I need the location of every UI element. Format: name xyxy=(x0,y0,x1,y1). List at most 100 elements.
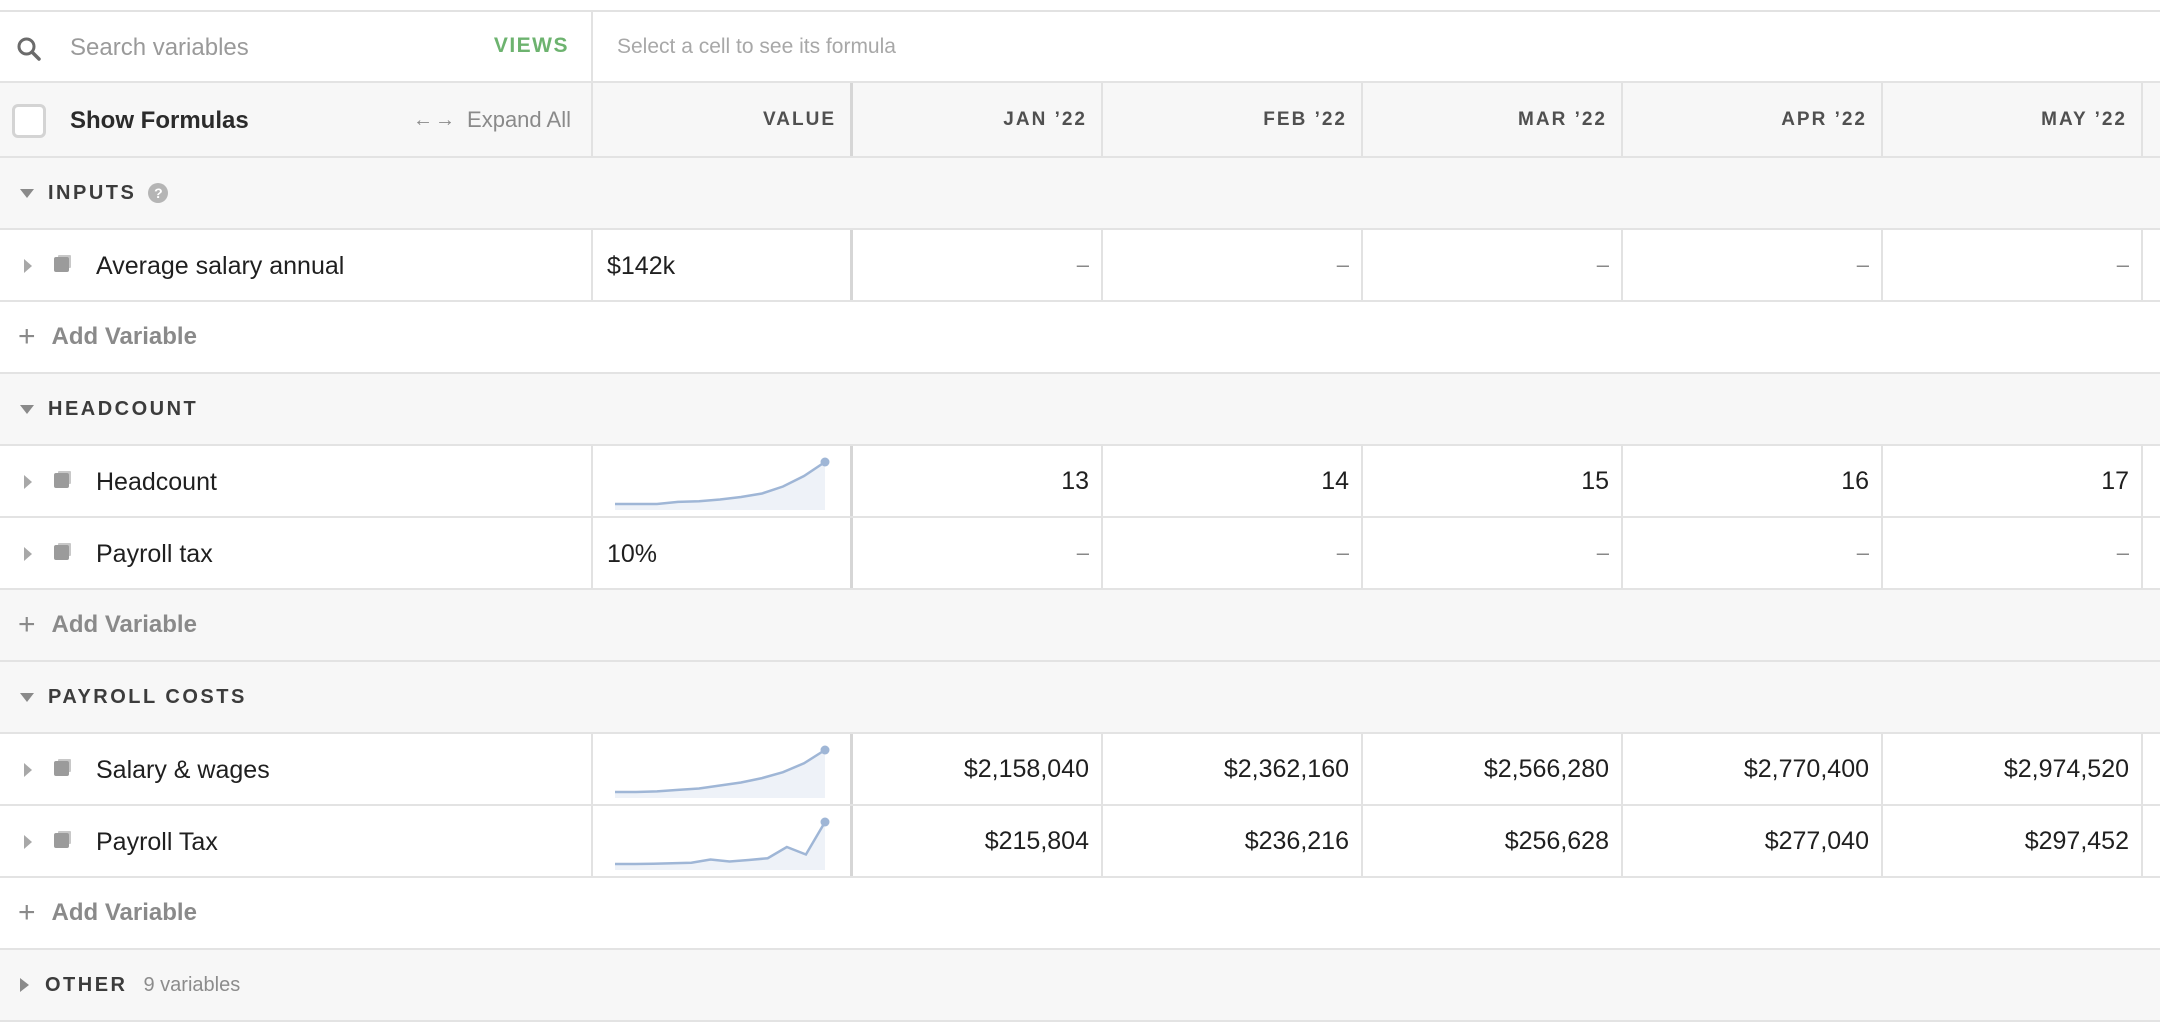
month-cell[interactable]: 16 xyxy=(1841,466,1869,495)
section-title: INPUTS xyxy=(48,181,137,204)
sparkline-line xyxy=(615,748,826,794)
formula-bar-hint: Select a cell to see its formula xyxy=(617,34,896,58)
month-cell[interactable]: 17 xyxy=(2101,466,2129,495)
month-cell[interactable]: – xyxy=(1336,252,1349,277)
section-header-headcount[interactable]: HEADCOUNT xyxy=(0,374,2160,446)
collapse-caret-icon[interactable] xyxy=(20,692,34,702)
formula-bar[interactable]: Select a cell to see its formula xyxy=(593,12,2160,81)
expand-caret-icon[interactable] xyxy=(24,763,32,777)
column-header-month[interactable]: MAY ’22 xyxy=(2041,108,2127,130)
sparkline-chart[interactable] xyxy=(615,742,831,798)
plus-icon: + xyxy=(18,320,36,353)
variable-value[interactable]: $142k xyxy=(607,252,676,280)
column-header-row: Show Formulas ←→ Expand All VALUE JAN ’2… xyxy=(0,83,2160,158)
month-cell[interactable]: – xyxy=(2116,252,2129,277)
month-cell[interactable]: – xyxy=(1076,540,1089,565)
section-variable-count: 9 variables xyxy=(143,973,241,996)
variable-type-icon xyxy=(54,257,69,272)
add-variable-row[interactable]: + Add Variable xyxy=(0,878,2160,950)
section-header-payroll-costs[interactable]: PAYROLL COSTS xyxy=(0,662,2160,734)
column-header-month[interactable]: FEB ’22 xyxy=(1263,108,1347,130)
expand-caret-icon[interactable] xyxy=(24,259,32,273)
column-header-value[interactable]: VALUE xyxy=(763,108,836,130)
month-cell[interactable]: 14 xyxy=(1321,466,1349,495)
add-variable-label[interactable]: Add Variable xyxy=(51,323,197,350)
sparkline-area xyxy=(615,462,825,510)
add-variable-row[interactable]: + Add Variable xyxy=(0,590,2160,662)
section-header-other[interactable]: OTHER 9 variables xyxy=(0,950,2160,1022)
expand-caret-icon[interactable] xyxy=(24,475,32,489)
month-cell[interactable]: – xyxy=(1596,540,1609,565)
variable-row[interactable]: Headcount 13 14 15 16 17 xyxy=(0,446,2160,518)
collapse-caret-icon[interactable] xyxy=(20,404,34,414)
sparkline-chart[interactable] xyxy=(615,814,831,870)
sparkline-line xyxy=(615,821,827,866)
variable-type-icon xyxy=(54,833,69,848)
variable-name[interactable]: Payroll Tax xyxy=(96,828,218,856)
month-cell[interactable]: – xyxy=(2116,540,2129,565)
month-cell[interactable]: $215,804 xyxy=(984,826,1089,855)
variable-row[interactable]: Average salary annual $142k – – – – – xyxy=(0,230,2160,302)
variable-row[interactable]: Salary & wages $2,158,040 $2,362,160 $2,… xyxy=(0,734,2160,806)
variable-type-icon xyxy=(54,545,69,560)
show-formulas-checkbox[interactable] xyxy=(12,104,46,138)
variable-name[interactable]: Salary & wages xyxy=(96,756,270,784)
header-name-cell: Show Formulas ←→ Expand All xyxy=(0,83,593,156)
month-cell[interactable]: $2,362,160 xyxy=(1223,754,1349,783)
sparkline-end-point xyxy=(820,457,830,467)
sparkline-chart[interactable] xyxy=(615,454,831,510)
month-cell[interactable]: 15 xyxy=(1581,466,1609,495)
expand-caret-icon[interactable] xyxy=(24,547,32,561)
sparkline-end-point xyxy=(820,745,830,755)
variable-name[interactable]: Headcount xyxy=(96,468,217,496)
sparkline-area xyxy=(615,822,825,870)
add-variable-label[interactable]: Add Variable xyxy=(51,611,197,638)
variable-row[interactable]: Payroll Tax $215,804 $236,216 $256,628 $… xyxy=(0,806,2160,878)
month-cell[interactable]: – xyxy=(1856,252,1869,277)
month-cell[interactable]: $2,566,280 xyxy=(1483,754,1609,783)
variable-name[interactable]: Payroll tax xyxy=(96,540,213,568)
column-header-month[interactable]: MAR ’22 xyxy=(1518,108,1607,130)
month-cell[interactable]: – xyxy=(1856,540,1869,565)
variable-type-icon xyxy=(54,761,69,776)
month-cell[interactable]: 13 xyxy=(1061,466,1089,495)
plus-icon: + xyxy=(18,608,36,641)
expand-arrows-icon: ←→ xyxy=(413,108,458,131)
section-header-inputs[interactable]: INPUTS ? xyxy=(0,158,2160,230)
sparkline-line xyxy=(615,460,826,506)
section-title: PAYROLL COSTS xyxy=(48,685,247,708)
variable-type-icon xyxy=(54,473,69,488)
add-variable-label[interactable]: Add Variable xyxy=(51,899,197,926)
question-circle-icon[interactable]: ? xyxy=(148,183,169,203)
month-cell[interactable]: $297,452 xyxy=(2024,826,2129,855)
expand-caret-icon[interactable] xyxy=(24,835,32,849)
month-cell[interactable]: $2,158,040 xyxy=(963,754,1089,783)
column-header-month[interactable]: JAN ’22 xyxy=(1003,108,1087,130)
collapse-caret-icon[interactable] xyxy=(20,188,34,198)
search-input[interactable] xyxy=(70,30,470,66)
month-cell[interactable]: $2,770,400 xyxy=(1743,754,1869,783)
variable-value[interactable]: 10% xyxy=(607,540,658,568)
month-cell[interactable]: – xyxy=(1336,540,1349,565)
month-cell[interactable]: – xyxy=(1596,252,1609,277)
top-strip xyxy=(0,0,2160,12)
sparkline-end-point xyxy=(820,817,830,827)
month-cell[interactable]: $2,974,520 xyxy=(2003,754,2129,783)
expand-caret-icon[interactable] xyxy=(20,978,29,992)
expand-all-button[interactable]: ←→ Expand All xyxy=(413,107,571,133)
show-formulas-label[interactable]: Show Formulas xyxy=(70,107,249,134)
search-cell: VIEWS xyxy=(0,12,593,81)
views-button[interactable]: VIEWS xyxy=(493,34,569,57)
month-cell[interactable]: $277,040 xyxy=(1764,826,1869,855)
variable-row[interactable]: Payroll tax 10% – – – – – xyxy=(0,518,2160,590)
month-cell[interactable]: $256,628 xyxy=(1504,826,1609,855)
column-header-month[interactable]: APR ’22 xyxy=(1781,108,1867,130)
month-cell[interactable]: $236,216 xyxy=(1244,826,1349,855)
section-title: OTHER xyxy=(45,973,128,996)
month-cell[interactable]: – xyxy=(1076,252,1089,277)
add-variable-row[interactable]: + Add Variable xyxy=(0,302,2160,374)
variable-name[interactable]: Average salary annual xyxy=(96,252,345,280)
sparkline-area xyxy=(615,750,825,798)
section-title: HEADCOUNT xyxy=(48,397,199,420)
search-icon xyxy=(17,37,41,61)
